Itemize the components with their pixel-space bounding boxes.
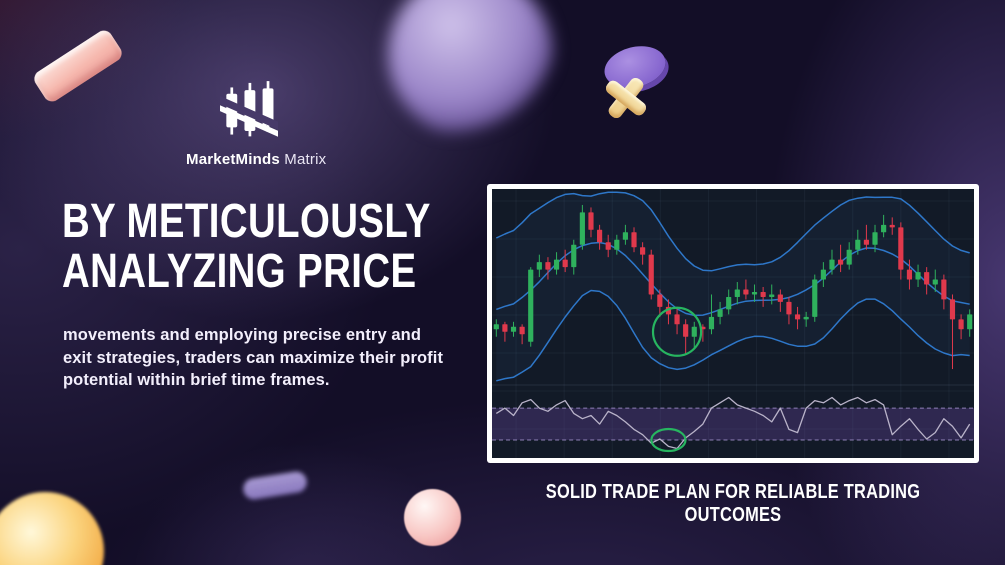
chart-card [487, 184, 979, 463]
body-line-3: potential within brief time frames. [63, 371, 330, 390]
headline-line-1: BY METICULOUSLY [62, 195, 431, 248]
brand-name: MarketMinds Matrix [186, 151, 326, 168]
yellow-ball-decoration [0, 492, 104, 565]
trading-chart-svg [492, 189, 974, 458]
pink-ball-decoration [404, 489, 461, 546]
brand-name-light: Matrix [284, 151, 327, 168]
brand-name-bold: MarketMinds [186, 151, 280, 168]
body-line-1: movements and employing precise entry an… [63, 326, 422, 344]
brand-logo: MarketMinds Matrix [186, 78, 326, 168]
headline: BY METICULOUSLY ANALYZING PRICE [62, 195, 431, 299]
chart-caption: SOLID TRADE PLAN FOR RELIABLE TRADING OU… [545, 481, 921, 526]
trading-chart [492, 189, 974, 458]
body-text: movements and employing precise entry an… [63, 324, 443, 392]
candlestick-logo-icon [220, 81, 278, 137]
headline-line-2: ANALYZING PRICE [62, 245, 417, 299]
purple-sphere-decoration [388, 0, 553, 137]
pink-prism-decoration [31, 27, 125, 105]
body-line-2: exit strategies, traders can maximize th… [63, 348, 444, 367]
purple-pill-decoration [241, 470, 309, 501]
